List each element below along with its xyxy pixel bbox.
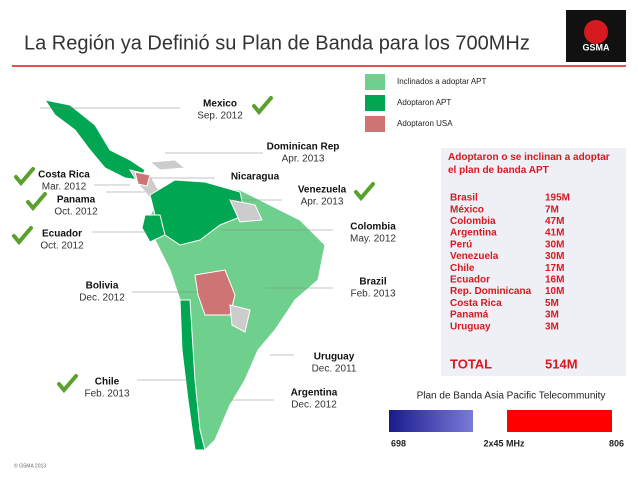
band-low [389,410,473,432]
country-date: Apr. 2013 [301,197,344,208]
checkmark [252,96,273,116]
country-name: Bolivia [86,281,119,292]
band-low-label: 698 [391,438,406,448]
legend-swatch [365,74,385,90]
table-country: Rep. Dominicana [450,286,532,297]
table-box [441,148,626,376]
table-country: Uruguay [450,321,491,332]
band-title: Plan de Banda Asia Pacific Telecommunity [417,391,606,402]
footer: © GSMA 2013 [14,462,46,469]
table-value: 7M [545,204,559,215]
country-name: Nicaragua [231,172,280,183]
table-total-value: 514M [545,356,578,371]
table-country: Ecuador [450,275,490,286]
table-value: 3M [545,321,559,332]
legend-swatch [365,116,385,132]
checkmark [14,167,35,187]
table-value: 17M [545,263,564,274]
country-date: May. 2012 [350,234,396,245]
country-name: Brazil [359,277,386,288]
country-name: Colombia [350,222,396,233]
table-country: Brasil [450,193,478,204]
table-value: 3M [545,310,559,321]
table-country: Perú [450,239,472,250]
country-name: Argentina [291,388,338,399]
table-value: 47M [545,216,564,227]
checkmark [26,192,47,212]
country-date: Oct. 2012 [40,241,84,252]
country-date: Feb. 2013 [350,289,395,300]
country-date: Sep. 2012 [197,111,243,122]
guyanas [229,199,263,223]
table-value: 16M [545,275,564,286]
title: La Región ya Definió su Plan de Banda pa… [24,32,530,54]
paraguay [229,304,251,333]
table-value: 30M [545,239,564,250]
country-date: Oct. 2012 [54,207,98,218]
table-title: Adoptaron o se inclinan a adoptar el pla… [448,152,610,176]
country-date: Dec. 2012 [79,293,125,304]
bolivia [194,269,236,316]
nicaragua [134,171,151,187]
mexico [43,99,146,181]
table-value: 30M [545,251,564,262]
country-name: Uruguay [314,352,355,363]
table-value: 195M [545,193,570,204]
table-country: México [450,204,484,215]
country-date: Mar. 2012 [42,182,87,193]
country-date: Dec. 2012 [291,400,337,411]
caribbean [148,159,187,171]
table-total-label: TOTAL [450,356,492,371]
country-date: Apr. 2013 [282,154,325,165]
table-title-box: Adoptaron o se inclinan a adoptar el pla… [448,152,610,176]
table-value: 41M [545,228,564,239]
table-country: Panamá [450,310,489,321]
band-high-label: 806 [609,438,624,448]
band-high [507,410,612,432]
legend-label: Adoptaron APT [397,98,451,107]
ecuador [141,214,166,243]
legend-label: Inclinados a adoptar APT [397,77,487,86]
country-name: Venezuela [298,185,347,196]
table-country: Costa Rica [450,298,502,309]
legend-label: Adoptaron USA [397,119,453,128]
checkmark [12,226,33,246]
map [43,99,326,451]
band-middle-label: 2x45 MHz [483,438,525,448]
table-country: Venezuela [450,251,499,262]
country-name: Panama [57,195,96,206]
table-country: Colombia [450,216,496,227]
table-value: 10M [545,286,564,297]
logo-dot [584,20,608,44]
chile [179,299,206,451]
country-date: Dec. 2011 [312,364,357,375]
country-name: Dominican Rep [267,142,340,153]
table-country: Chile [450,263,475,274]
table-value: 5M [545,298,559,309]
country-name: Costa Rica [38,170,90,181]
country-name: Ecuador [42,229,82,240]
legend-swatch [365,95,385,111]
country-date: Feb. 2013 [84,389,129,400]
country-name: Chile [95,377,120,388]
checkmark [57,374,78,394]
logo: GSMA [583,42,611,52]
country-name: Mexico [203,99,237,110]
checkmark [354,182,375,202]
table-country: Argentina [450,228,497,239]
